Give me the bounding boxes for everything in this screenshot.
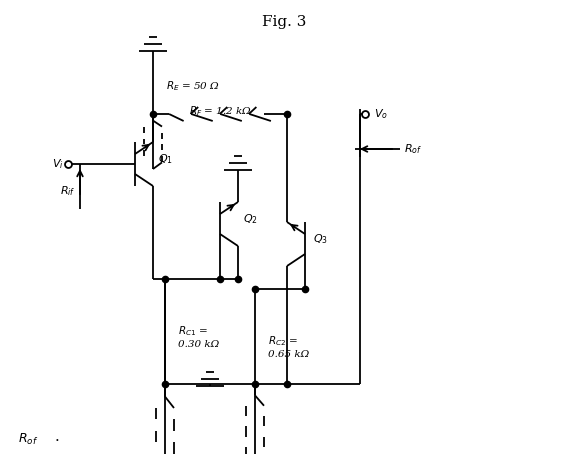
Text: $R_{of}$: $R_{of}$ — [404, 142, 422, 156]
Text: Fig. 3: Fig. 3 — [262, 15, 306, 29]
Text: $R_E$ = 50 Ω: $R_E$ = 50 Ω — [166, 79, 220, 94]
Text: $Q_2$: $Q_2$ — [243, 212, 258, 226]
Text: $R_{if}$: $R_{if}$ — [60, 185, 76, 198]
Text: $Q_1$: $Q_1$ — [158, 152, 173, 166]
Text: .: . — [55, 430, 60, 444]
Text: $V_o$: $V_o$ — [374, 107, 388, 121]
Text: $Q_3$: $Q_3$ — [313, 232, 328, 246]
Text: $R_{C1}$ =
0.30 kΩ: $R_{C1}$ = 0.30 kΩ — [178, 325, 219, 349]
Text: $R_{of}$: $R_{of}$ — [18, 432, 38, 447]
Text: $V_i$: $V_i$ — [52, 157, 64, 171]
Text: $R_F$ = 1.2 kΩ: $R_F$ = 1.2 kΩ — [189, 104, 252, 118]
Text: $R_{C2}$ =
0.65 kΩ: $R_{C2}$ = 0.65 kΩ — [268, 335, 309, 359]
